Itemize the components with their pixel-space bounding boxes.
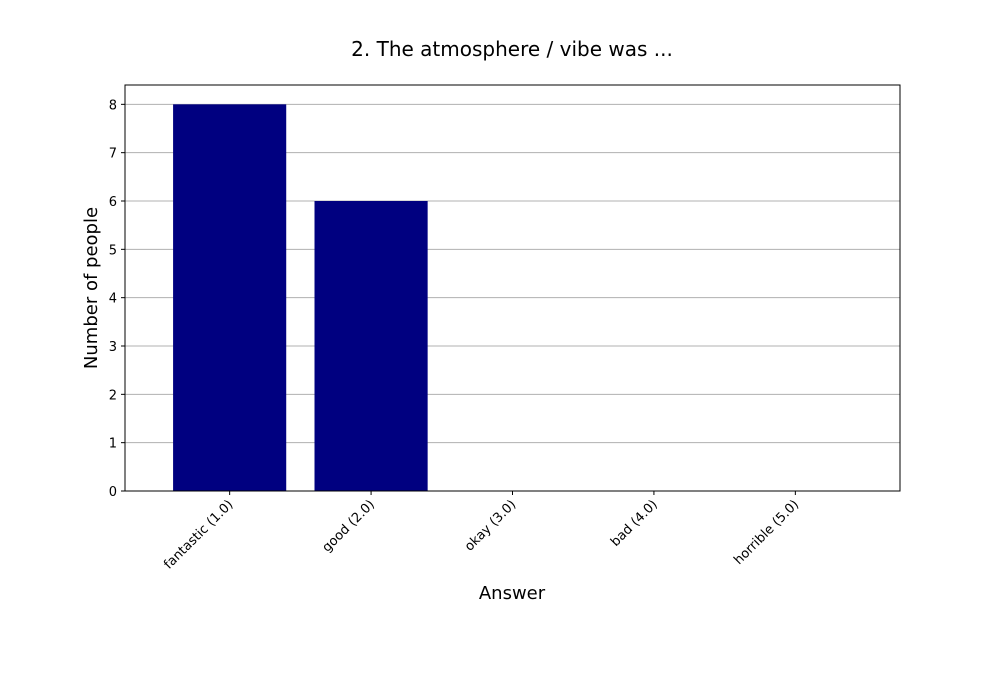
x-tick-label: good (2.0) [320, 497, 378, 555]
x-axis-ticks: fantastic (1.0) good (2.0) okay (3.0) bad (… [161, 491, 802, 572]
bar-2 [314, 201, 428, 491]
y-tick-label: 7 [109, 147, 117, 162]
x-axis-label: Answer [479, 583, 546, 604]
y-tick-label: 0 [109, 485, 117, 500]
y-tick-label: 4 [109, 292, 117, 307]
x-tick-label: okay (3.0) [462, 497, 519, 554]
y-tick-label: 8 [109, 98, 117, 113]
y-axis-ticks: 0 1 2 3 4 5 6 7 8 [109, 98, 125, 500]
chart-title: 2. The atmosphere / vibe was ... [351, 37, 673, 61]
x-tick-label: fantastic (1.0) [161, 497, 236, 572]
x-tick-label: horrible (5.0) [731, 497, 802, 568]
y-tick-label: 5 [109, 243, 117, 258]
y-tick-label: 6 [109, 195, 117, 210]
bar-1 [173, 104, 287, 491]
y-axis-label: Number of people [81, 207, 102, 369]
x-tick-label: bad (4.0) [608, 497, 661, 550]
y-tick-label: 2 [109, 388, 117, 403]
bars [173, 104, 428, 491]
y-tick-label: 1 [109, 437, 117, 452]
y-tick-label: 3 [109, 340, 117, 355]
